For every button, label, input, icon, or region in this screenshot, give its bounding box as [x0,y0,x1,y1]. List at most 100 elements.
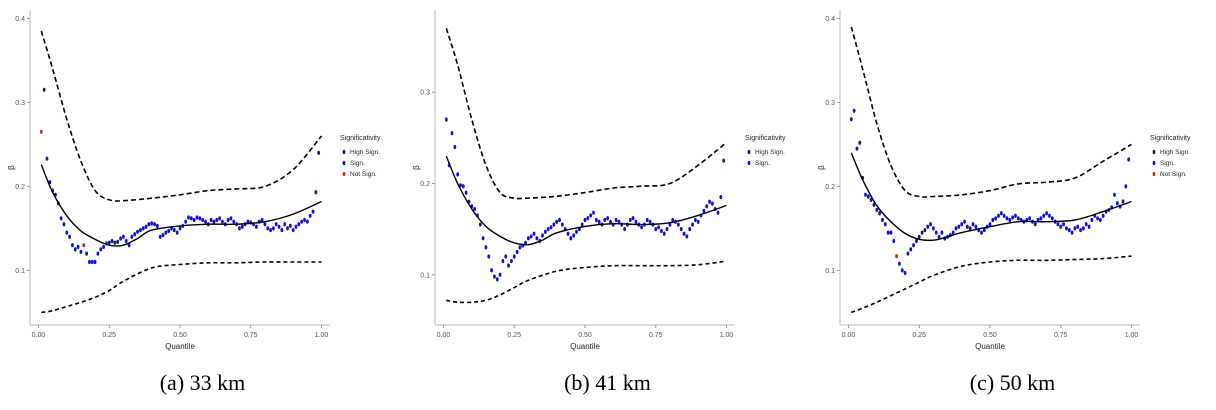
legend-title: Significativity [745,135,786,142]
data-point [297,222,301,227]
data-point [158,234,162,239]
data-point [532,231,536,236]
data-point [971,222,975,227]
data-point [280,227,284,233]
data-point [130,234,134,239]
data-point [1048,213,1051,218]
x-tick-label: 0.75 [1054,332,1068,339]
data-point [558,217,561,223]
data-point [855,146,859,151]
data-point [510,258,513,264]
data-point [934,230,938,235]
data-point [1070,230,1074,235]
data-point [543,229,547,234]
chart-panel-c: 0.00 0.25 0.50 0.75 1.00 0.1 0.2 0.3 0.4 Quantile… [810,0,1215,410]
data-point [1062,222,1065,227]
data-point [76,244,80,249]
legend-title: Significativity [340,135,381,142]
data-point [900,268,904,273]
chart-a: 0.00 0.25 0.50 0.75 1.00 0.1 0.2 0.3 0.4 Quantile… [7,10,381,351]
fit-curve [445,155,727,246]
data-point [926,224,930,229]
y-tick-label: 0.4 [15,16,25,23]
data-point [1014,213,1017,218]
data-point [662,231,666,236]
legend-marker [342,160,346,166]
x-axis-title: Quantile [570,342,600,351]
data-point [240,224,244,229]
legend-marker [1152,171,1156,177]
data-point [634,219,638,224]
data-point [1101,213,1105,218]
data-point [238,226,241,231]
data-point [526,236,530,241]
x-tick-label: 0.75 [244,332,258,339]
data-point [45,156,49,161]
data-point [195,215,199,220]
data-point [1121,199,1125,204]
data-point [719,195,723,200]
data-point [654,227,658,232]
data-point [710,201,714,206]
caption-a: (a) 33 km [159,370,246,395]
data-point [1076,224,1080,229]
data-point [1016,216,1020,221]
data-point [311,209,315,214]
data-point [586,216,590,221]
data-point [1090,217,1094,223]
data-point [274,222,278,227]
data-point [679,227,683,232]
data-point [657,225,660,230]
data-point [271,226,275,231]
data-point [113,240,117,245]
data-point [676,222,680,227]
data-point [951,230,955,235]
chart-panel-b: 0.00 0.25 0.50 0.75 1.00 0.1 0.2 0.3 Quantile β Si… [405,0,810,410]
data-point [691,222,694,227]
y-tick-label: 0.1 [825,268,835,275]
y-tick-label: 0.3 [420,90,430,97]
data-point [915,238,918,244]
legend-marker [1152,160,1156,166]
upper-bound-line [850,26,1132,198]
data-point [903,270,907,276]
data-point [529,234,533,239]
data-point [589,213,593,218]
data-point [1050,216,1054,221]
data-point [552,222,556,227]
legend-title: Significativity [1150,135,1191,142]
data-point [107,240,111,245]
data-point [518,245,522,250]
data-point [988,222,992,227]
chart-c: 0.00 0.25 0.50 0.75 1.00 0.1 0.2 0.3 0.4 Quantile… [817,10,1191,351]
x-tick-label: 0.75 [649,332,663,339]
data-point [872,202,876,207]
legend-label: High Sign. [755,149,785,156]
data-point [628,217,632,223]
y-tick-label: 0.1 [15,268,25,275]
data-point [495,277,499,282]
data-point [560,222,564,227]
data-point [906,251,910,256]
data-point [487,254,491,259]
data-point [136,229,139,234]
data-point [954,226,958,231]
lower-bound-line [851,255,1132,314]
data-point [153,222,156,227]
data-point [1079,227,1082,233]
data-point [920,230,924,235]
data-point [294,224,298,229]
data-point [124,238,128,244]
data-point [889,230,893,235]
data-point [716,210,720,215]
upper-bound-line [40,30,323,202]
data-point [603,217,607,223]
lower-bound-line [41,261,322,314]
data-point [88,259,91,265]
data-point [722,158,726,163]
data-point [456,172,460,177]
data-point [580,222,584,227]
data-point [524,240,527,245]
data-point [116,239,120,244]
legend-label: Sign. [350,160,365,167]
